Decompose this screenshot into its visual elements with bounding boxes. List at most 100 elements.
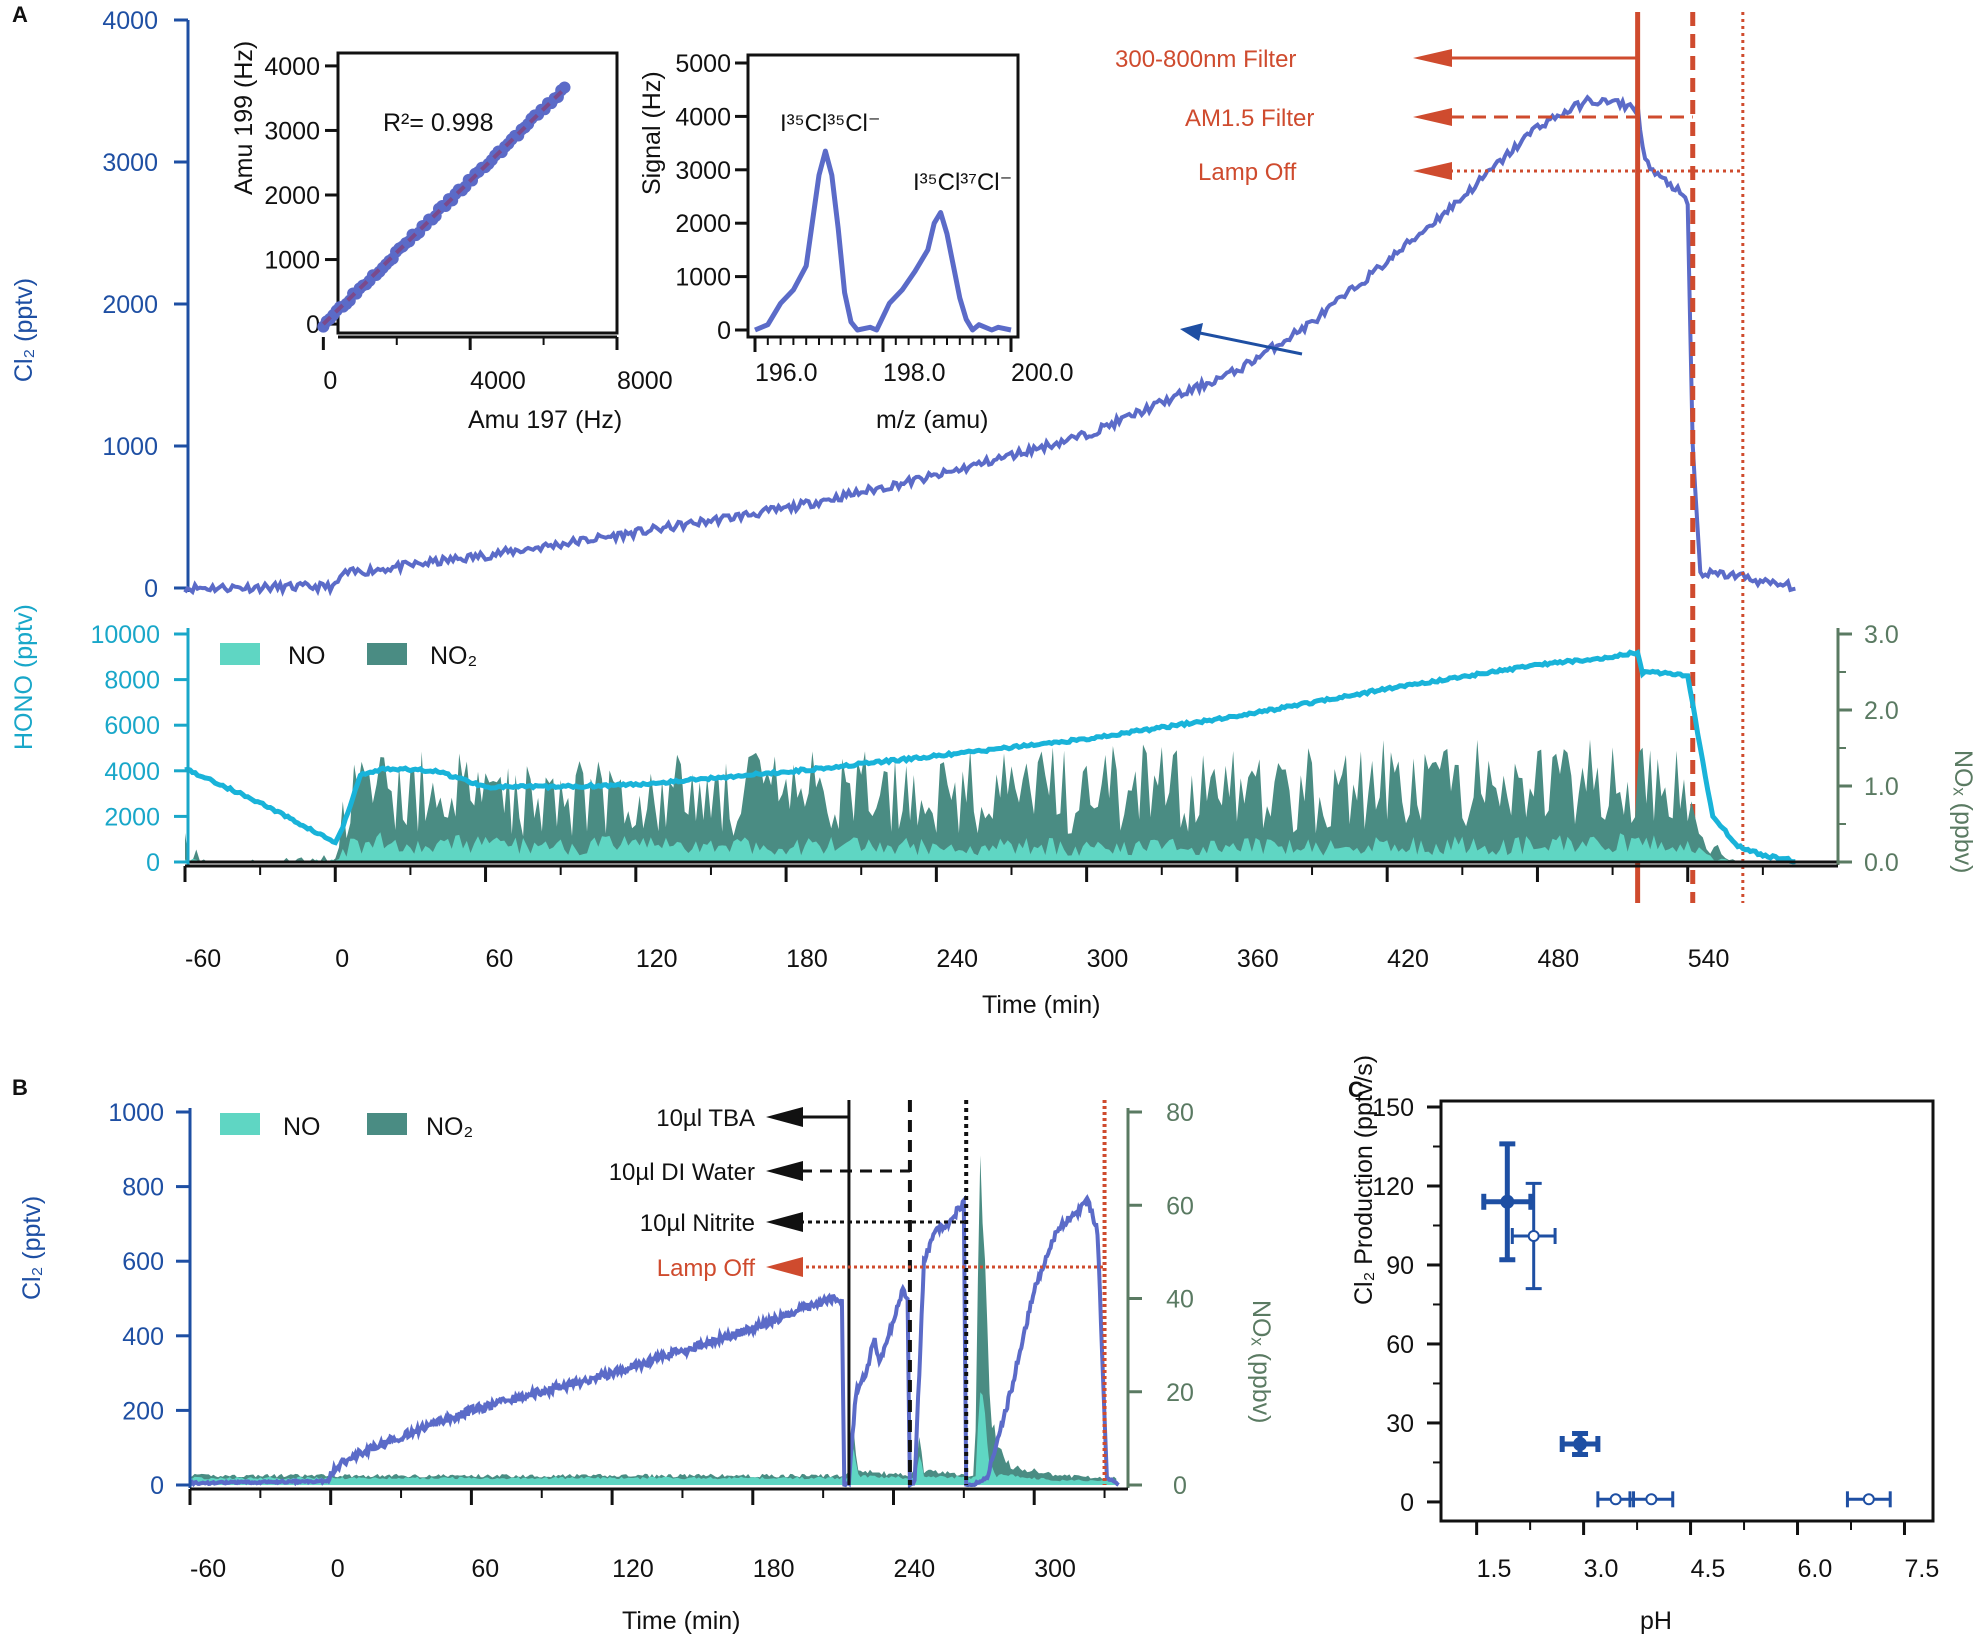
c-ytick-label: 120 (1372, 1173, 1414, 1201)
inset2-ytick-label: 1000 (675, 264, 731, 292)
inset2-ytick-label: 5000 (675, 50, 731, 78)
a-xtick-label: 120 (636, 945, 678, 973)
a-nox-ytick-label: 3.0 (1864, 621, 1899, 649)
b-legend-no-label: NO (283, 1113, 321, 1141)
inset1-xtick-label: 4000 (470, 367, 526, 395)
b-cl2-ytick-label: 0 (150, 1472, 164, 1500)
panel-label-c: C (1348, 1077, 1364, 1102)
a-hono-ytick-label: 6000 (104, 712, 160, 740)
b-cl2-ytick-label: 800 (122, 1174, 164, 1202)
a-legend-no2-swatch (367, 643, 407, 665)
inset2-ylabel: Signal (Hz) (638, 71, 666, 195)
inset1-xtick-label: 0 (323, 367, 337, 395)
inset1-fit-line (321, 86, 568, 326)
b-event-arrow-head (766, 1161, 803, 1181)
b-event-arrow-head (766, 1107, 803, 1127)
inset2-xtick-label: 196.0 (755, 359, 818, 387)
c-xtick-label: 4.5 (1691, 1555, 1726, 1583)
panel-c: C 0 30 60 90 120 150 1.5 3.0 4.5 6.0 7.5 pH Cl₂ Produ… (1348, 1055, 1939, 1635)
c-data-point (1862, 1493, 1875, 1506)
a-hono-ytick-label: 4000 (104, 758, 160, 786)
a-legend-no2-label: NO₂ (430, 642, 477, 670)
c-data-point (1573, 1437, 1588, 1452)
a-cl2-ytick-label: 1000 (102, 433, 158, 461)
b-xtick-label: 240 (894, 1555, 936, 1583)
c-ytick-label: 150 (1372, 1094, 1414, 1122)
a-event-label: 300-800nm Filter (1115, 46, 1296, 73)
b-nox-ytick-label: 80 (1166, 1099, 1194, 1127)
b-legend-no2-label: NO₂ (426, 1113, 473, 1141)
inset2-xlabel: m/z (amu) (876, 406, 989, 434)
b-xtick-label: 60 (471, 1555, 499, 1583)
b-xlabel: Time (min) (622, 1607, 741, 1635)
inset1-ylabel: Amu 199 (Hz) (230, 41, 258, 195)
panel-label-a: A (12, 2, 28, 27)
c-xtick-label: 6.0 (1798, 1555, 1833, 1583)
c-ytick-label: 90 (1386, 1252, 1414, 1280)
b-xtick-label: 300 (1034, 1555, 1076, 1583)
inset1-ytick-label: 4000 (264, 53, 320, 81)
b-cl2-ytick-label: 200 (122, 1397, 164, 1425)
inset2-ytick-label: 2000 (675, 210, 731, 238)
c-data-point (1527, 1230, 1540, 1243)
a-xtick-label: -60 (185, 945, 221, 973)
b-cl2-ylabel: Cl₂ (pptv) (18, 1196, 46, 1300)
no-area (185, 832, 1738, 862)
b-legend-no-swatch (220, 1113, 260, 1135)
a-xtick-label: 0 (335, 945, 349, 973)
b-cl2-series-line (189, 1193, 1120, 1489)
c-xtick-label: 3.0 (1584, 1555, 1619, 1583)
a-xtick-label: 240 (936, 945, 978, 973)
panel-a-inset-scatter: 0 1000 2000 3000 4000 0 4000 8000 Amu 197 (Hz) Am… (230, 41, 673, 434)
c-data-point (1500, 1194, 1515, 1209)
inset2-xtick-label: 198.0 (883, 359, 946, 387)
a-xtick-label: 360 (1237, 945, 1279, 973)
a-cl2-ytick-label: 4000 (102, 7, 158, 35)
panel-a-inset-spectrum: 0 1000 2000 3000 4000 5000 196.0 198.0 200.0 m/z … (638, 50, 1074, 434)
inset2-ytick-label: 0 (717, 317, 731, 345)
inset2-spectrum-line (754, 148, 1012, 333)
b-xtick-label: 120 (612, 1555, 654, 1583)
inset1-ytick-label: 0 (306, 311, 320, 339)
c-ytick-label: 30 (1386, 1410, 1414, 1438)
panel-b: B NO NO₂ 10µl TBA 10µl DI Water 10µl Nitrite L… (12, 1075, 1275, 1635)
a-hono-ytick-label: 0 (146, 849, 160, 877)
panel-a-lower: NO NO₂ 0 2000 4000 6000 8000 10000 HONO (pptv) 0.… (10, 604, 1977, 1019)
inset2-xtick-label: 200.0 (1011, 359, 1074, 387)
a-xtick-label: 480 (1537, 945, 1579, 973)
b-nox-ylabel: NOₓ (ppbv) (1247, 1300, 1275, 1424)
a-cl2-arrow-head (1180, 323, 1203, 341)
b-event-label: 10µl TBA (656, 1105, 755, 1132)
a-xtick-label: 300 (1087, 945, 1129, 973)
b-xtick-label: 0 (331, 1555, 345, 1583)
panel-label-b: B (12, 1075, 28, 1100)
inset1-xtick-label: 8000 (617, 367, 673, 395)
inset1-frame (336, 51, 619, 335)
a-hono-ytick-label: 10000 (90, 621, 160, 649)
c-ytick-label: 60 (1386, 1331, 1414, 1359)
no2-area (185, 739, 1738, 862)
c-frame (1439, 1099, 1935, 1523)
inset2-peak-label: I³⁵Cl³⁷Cl⁻ (913, 169, 1012, 196)
inset1-xlabel: Amu 197 (Hz) (468, 406, 622, 434)
a-event-arrow-head (1413, 49, 1452, 67)
inset1-point (558, 81, 571, 94)
b-xtick-label: 180 (753, 1555, 795, 1583)
b-event-label: 10µl DI Water (609, 1159, 755, 1186)
b-xtick-label: -60 (190, 1555, 226, 1583)
a-xtick-label: 60 (486, 945, 514, 973)
c-xtick-label: 7.5 (1904, 1555, 1939, 1583)
b-nox-ytick-label: 0 (1173, 1472, 1187, 1500)
inset1-r2-annotation: R²= 0.998 (383, 109, 494, 137)
panel-a-cl2: A 0 1000 2000 3000 4000 Cl₂ (pptv) 300-800nm Fi… (10, 2, 1796, 903)
a-xlabel: Time (min) (982, 991, 1101, 1019)
b-no2-area (190, 1155, 1117, 1485)
a-legend-no-swatch (220, 643, 260, 665)
a-nox-ytick-label: 0.0 (1864, 849, 1899, 877)
a-cl2-ylabel: Cl₂ (pptv) (10, 278, 38, 382)
a-event-arrow-head (1413, 162, 1452, 180)
a-hono-ytick-label: 2000 (104, 803, 160, 831)
a-cl2-ytick-label: 3000 (102, 149, 158, 177)
inset1-ytick-label: 3000 (264, 117, 320, 145)
b-event-label: 10µl Nitrite (640, 1210, 755, 1237)
